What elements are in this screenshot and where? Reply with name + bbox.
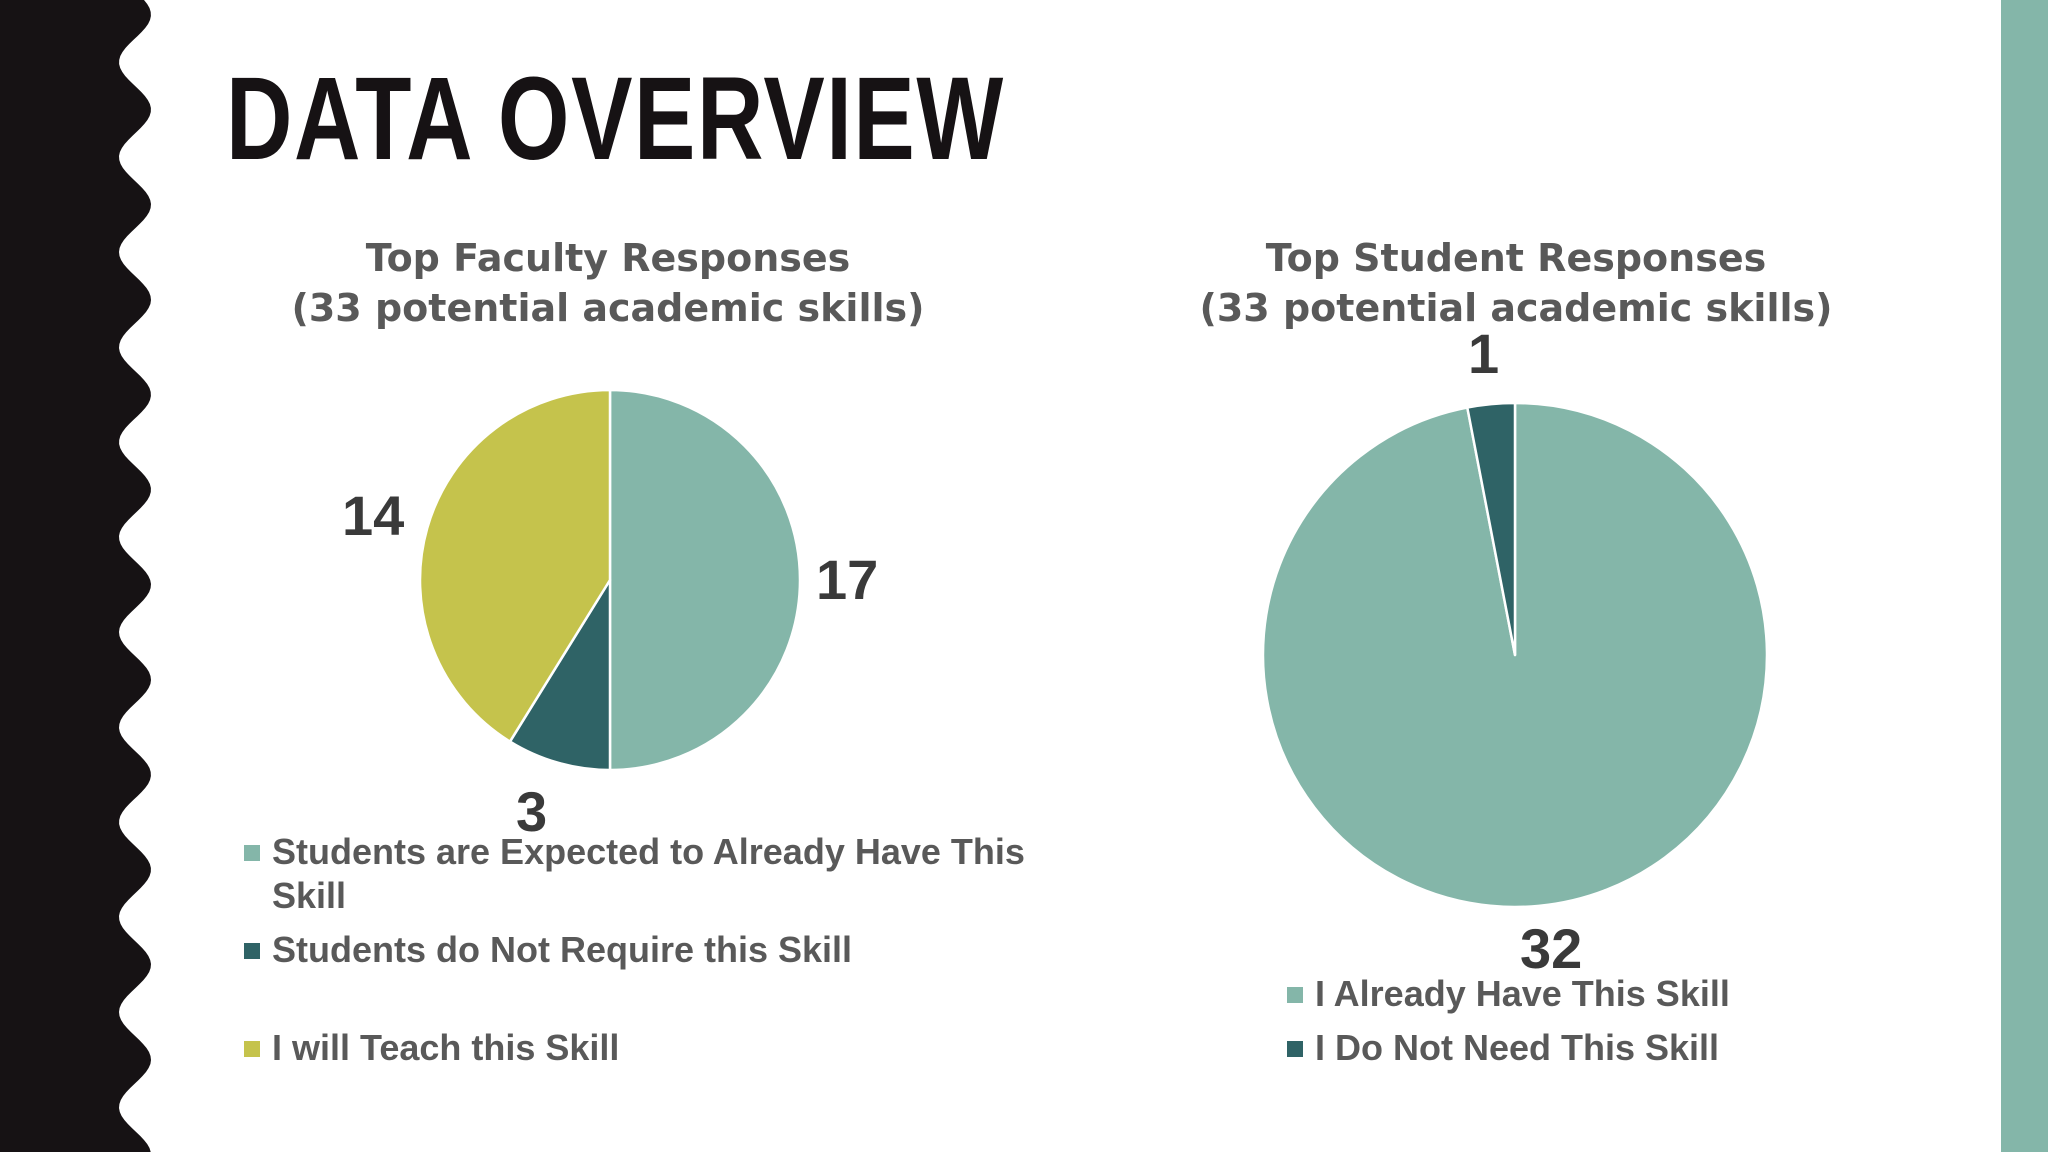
wavy-left-band [0, 0, 151, 1152]
faculty-legend-item-not-require: Students do Not Require this Skill [244, 928, 1044, 972]
student-label-already-have: 32 [1520, 917, 1583, 980]
faculty-legend-label-teach: I will Teach this Skill [272, 1027, 620, 1068]
accent-bar-right [2001, 0, 2048, 1152]
student-chart-title-line2: (33 potential academic skills) [1199, 286, 1833, 330]
legend-swatch-olive [244, 1041, 260, 1057]
student-legend-item-do-not-need: I Do Not Need This Skill [1287, 1026, 1887, 1070]
faculty-pie-chart [418, 388, 802, 772]
faculty-chart-title: Top Faculty Responses (33 potential acad… [208, 233, 1008, 333]
pie-slice-do-not-require [508, 578, 612, 772]
student-pie-chart [1261, 401, 1769, 909]
faculty-legend: Students are Expected to Already Have Th… [244, 830, 1044, 1070]
student-chart-title: Top Student Responses (33 potential acad… [1116, 233, 1916, 333]
pie-slice-will-teach [418, 388, 612, 743]
student-legend-label-do-not-need: I Do Not Need This Skill [1315, 1027, 1720, 1068]
slide-title: DATA OVERVIEW [226, 53, 1005, 185]
student-legend-item-already-have: I Already Have This Skill [1287, 972, 1887, 1016]
faculty-legend-label-not-require: Students do Not Require this Skill [272, 929, 853, 970]
faculty-label-expected: 17 [816, 548, 879, 611]
faculty-label-not-require: 3 [516, 780, 548, 843]
pie-slice-expected-to-have [608, 388, 802, 772]
faculty-chart-title-line2: (33 potential academic skills) [291, 286, 925, 330]
faculty-legend-item-teach: I will Teach this Skill [244, 1026, 1044, 1070]
faculty-chart-title-line1: Top Faculty Responses [365, 236, 851, 280]
student-chart-title-line1: Top Student Responses [1265, 236, 1767, 280]
faculty-legend-label-expected: Students are Expected to Already Have Th… [272, 831, 1025, 916]
pie-slice-do-not-need [1466, 401, 1517, 657]
faculty-label-teach: 14 [342, 484, 405, 547]
student-legend-label-already-have: I Already Have This Skill [1315, 973, 1730, 1014]
faculty-legend-item-expected: Students are Expected to Already Have Th… [244, 830, 1044, 918]
legend-swatch-teal-dark [1287, 1041, 1303, 1057]
legend-swatch-teal-light [244, 845, 260, 861]
legend-swatch-teal-dark [244, 943, 260, 959]
student-label-do-not-need: 1 [1468, 322, 1500, 385]
student-legend: I Already Have This Skill I Do Not Need … [1287, 972, 1887, 1070]
wavy-band-shape [0, 0, 151, 1152]
legend-swatch-teal-light [1287, 987, 1303, 1003]
